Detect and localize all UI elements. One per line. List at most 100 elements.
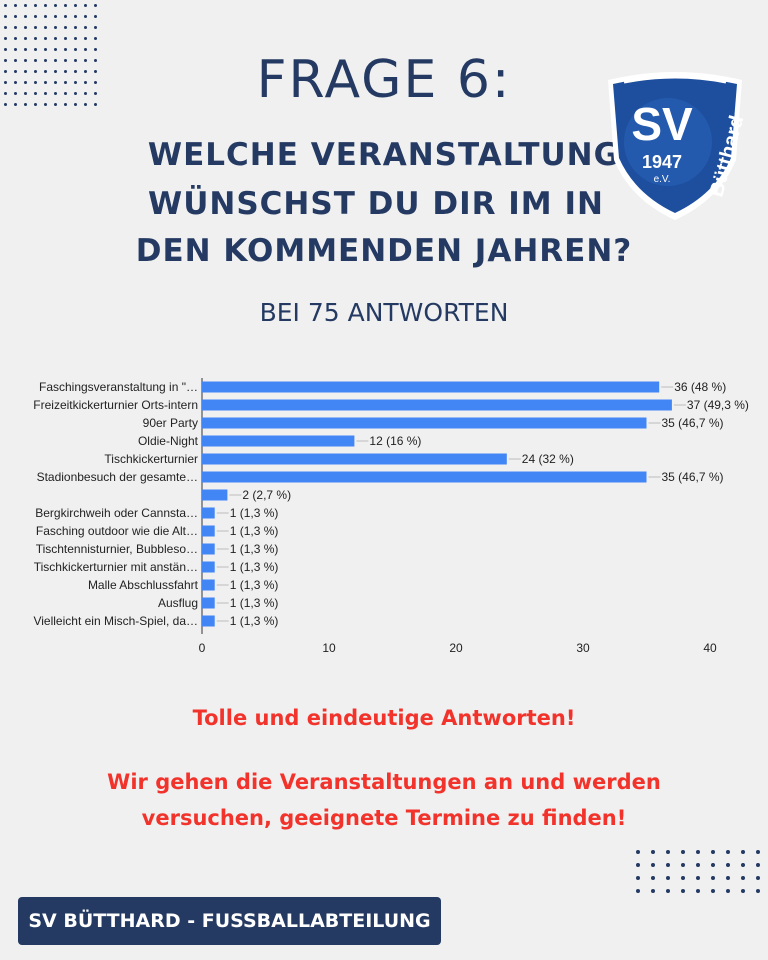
dot <box>54 26 57 29</box>
dot <box>651 876 655 880</box>
page-title: FRAGE 6: <box>256 50 512 110</box>
dot <box>84 15 87 18</box>
dot <box>14 92 17 95</box>
x-tick-label: 30 <box>576 641 590 655</box>
dot <box>54 4 57 7</box>
dot <box>44 15 47 18</box>
dot <box>636 876 640 880</box>
dot <box>681 850 685 854</box>
bar <box>202 597 215 609</box>
dot <box>84 37 87 40</box>
dot <box>14 26 17 29</box>
dot <box>34 70 37 73</box>
dot <box>54 59 57 62</box>
dot <box>84 59 87 62</box>
dot <box>756 863 760 867</box>
message-line-3: versuchen, geeignete Termine zu finden! <box>141 806 627 830</box>
dot <box>666 863 670 867</box>
dot <box>4 37 7 40</box>
dot <box>94 59 97 62</box>
question-line-3: DEN KOMMENDEN JAHREN? <box>135 233 633 269</box>
dot <box>24 4 27 7</box>
dot <box>74 59 77 62</box>
data-label: 1 (1,3 %) <box>230 506 279 520</box>
footer-badge: SV BÜTTHARD - FUSSBALLABTEILUNG <box>18 897 441 945</box>
dot <box>741 863 745 867</box>
dot <box>651 889 655 893</box>
logo-sv: SV <box>631 98 693 150</box>
dot <box>64 92 67 95</box>
data-label: 1 (1,3 %) <box>230 614 279 628</box>
footer-label: SV BÜTTHARD - FUSSBALLABTEILUNG <box>28 910 431 932</box>
data-label: 1 (1,3 %) <box>230 596 279 610</box>
dot <box>74 4 77 7</box>
bar <box>202 489 228 501</box>
category-label: Vielleicht ein Misch-Spiel, da… <box>33 614 198 628</box>
dot <box>741 850 745 854</box>
dot <box>4 26 7 29</box>
dot <box>14 15 17 18</box>
bar <box>202 543 215 555</box>
dot <box>34 26 37 29</box>
dot <box>44 70 47 73</box>
dot <box>64 81 67 84</box>
dot <box>4 70 7 73</box>
dot <box>14 81 17 84</box>
dot <box>711 876 715 880</box>
dot <box>24 103 27 106</box>
dot <box>34 103 37 106</box>
dot <box>54 48 57 51</box>
dot <box>4 92 7 95</box>
data-label: 1 (1,3 %) <box>230 560 279 574</box>
dot <box>84 48 87 51</box>
dot <box>696 863 700 867</box>
message-line-1: Tolle und eindeutige Antworten! <box>192 706 576 730</box>
dot <box>44 92 47 95</box>
dot <box>24 92 27 95</box>
message-line-2: Wir gehen die Veranstaltungen an und wer… <box>107 770 661 794</box>
x-tick-label: 10 <box>322 641 336 655</box>
bar <box>202 471 647 483</box>
dot <box>74 103 77 106</box>
dot <box>44 81 47 84</box>
dot <box>74 48 77 51</box>
logo-year: 1947 <box>642 152 682 172</box>
dot <box>94 103 97 106</box>
category-label: Fasching outdoor wie die Alt… <box>36 524 198 538</box>
dot <box>74 70 77 73</box>
category-label: Freizeitkickerturnier Orts-intern <box>33 398 198 412</box>
dot <box>94 48 97 51</box>
dot <box>726 850 730 854</box>
dot <box>84 26 87 29</box>
club-logo: SV 1947 e.V. Bütthard <box>608 72 746 220</box>
bar <box>202 435 355 447</box>
dot <box>94 81 97 84</box>
dot <box>711 889 715 893</box>
category-label: Tischtennisturnier, Bubbleso… <box>36 542 198 556</box>
dot <box>666 850 670 854</box>
dot <box>64 48 67 51</box>
data-label: 1 (1,3 %) <box>230 524 279 538</box>
dot <box>4 4 7 7</box>
category-label: Faschingsveranstaltung in "… <box>39 380 198 394</box>
category-label: Bergkirchweih oder Cannsta… <box>35 506 198 520</box>
dot <box>681 889 685 893</box>
dot <box>681 863 685 867</box>
dot <box>726 889 730 893</box>
dot <box>14 37 17 40</box>
bar <box>202 561 215 573</box>
x-tick-label: 0 <box>199 641 206 655</box>
dot <box>4 15 7 18</box>
x-tick-label: 40 <box>703 641 717 655</box>
data-label: 37 (49,3 %) <box>687 398 749 412</box>
dot <box>14 103 17 106</box>
data-label: 12 (16 %) <box>369 434 421 448</box>
dot <box>54 70 57 73</box>
bar <box>202 525 215 537</box>
dot <box>44 103 47 106</box>
dot <box>54 81 57 84</box>
dot <box>44 4 47 7</box>
dot <box>44 59 47 62</box>
dot <box>756 850 760 854</box>
data-label: 35 (46,7 %) <box>662 416 724 430</box>
